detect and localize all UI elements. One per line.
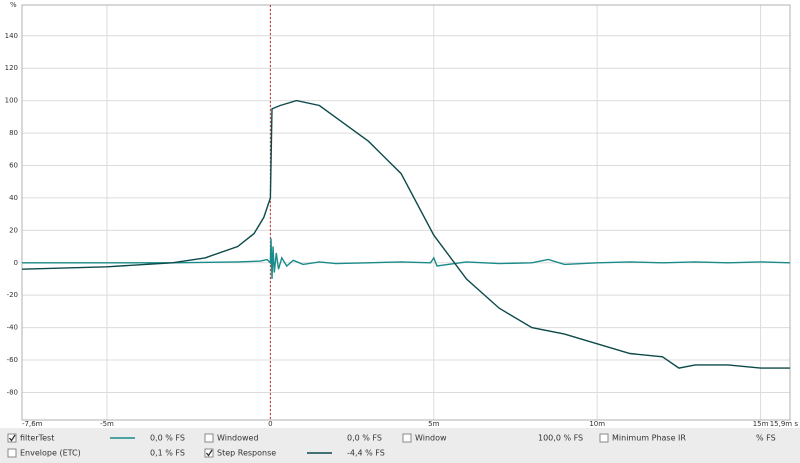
control-label[interactable]: filterTest bbox=[20, 434, 54, 443]
control-label[interactable]: Step Response bbox=[217, 449, 276, 458]
x-tick-label: 5m bbox=[428, 420, 439, 428]
series-line bbox=[22, 238, 791, 280]
y-tick-label: 80 bbox=[9, 129, 18, 137]
y-tick-label: -20 bbox=[7, 291, 18, 299]
y-tick-label: 60 bbox=[9, 161, 18, 169]
control-label[interactable]: Window bbox=[415, 434, 447, 443]
y-tick-label: -80 bbox=[7, 388, 18, 396]
checkbox[interactable] bbox=[204, 433, 214, 443]
control-label[interactable]: Windowed bbox=[217, 434, 259, 443]
control-panel bbox=[0, 428, 800, 463]
y-tick-label: 0 bbox=[14, 259, 18, 267]
checkbox[interactable] bbox=[7, 448, 17, 458]
checkbox[interactable] bbox=[204, 448, 214, 458]
y-tick-label: -60 bbox=[7, 356, 18, 364]
checkbox[interactable] bbox=[7, 433, 17, 443]
checkbox-check bbox=[205, 449, 213, 457]
control-value: -4,4 % FS bbox=[347, 449, 385, 458]
y-tick-label: -40 bbox=[7, 324, 18, 332]
plot-background bbox=[0, 0, 800, 428]
control-value: 0,0 % FS bbox=[347, 434, 382, 443]
x-tick-label: 10m bbox=[589, 420, 605, 428]
series-line bbox=[21, 99, 790, 369]
control-value: % FS bbox=[756, 434, 776, 443]
x-tick-label: -7,6m bbox=[22, 420, 43, 428]
y-tick-label: 40 bbox=[9, 194, 18, 202]
checkbox[interactable] bbox=[402, 433, 412, 443]
plot-frame bbox=[21, 4, 791, 421]
control-label[interactable]: Minimum Phase IR bbox=[612, 434, 686, 443]
y-tick-label: 140 bbox=[5, 32, 18, 40]
y-tick-label: 20 bbox=[9, 226, 18, 234]
x-tick-label: 0 bbox=[268, 420, 272, 428]
control-value: 100,0 % FS bbox=[538, 434, 583, 443]
y-tick-label: 120 bbox=[5, 64, 18, 72]
x-tick-label: -5m bbox=[100, 420, 114, 428]
control-label[interactable]: Envelope (ETC) bbox=[20, 449, 81, 458]
control-value: 0,0 % FS bbox=[150, 434, 185, 443]
control-value: 0,1 % FS bbox=[150, 449, 185, 458]
checkbox[interactable] bbox=[599, 433, 609, 443]
x-tick-label: 15m bbox=[753, 420, 769, 428]
checkbox-check bbox=[8, 434, 16, 442]
y-axis-title: % bbox=[10, 1, 17, 9]
x-tick-label: 15,9m s bbox=[770, 420, 799, 428]
y-tick-label: 100 bbox=[5, 97, 18, 105]
